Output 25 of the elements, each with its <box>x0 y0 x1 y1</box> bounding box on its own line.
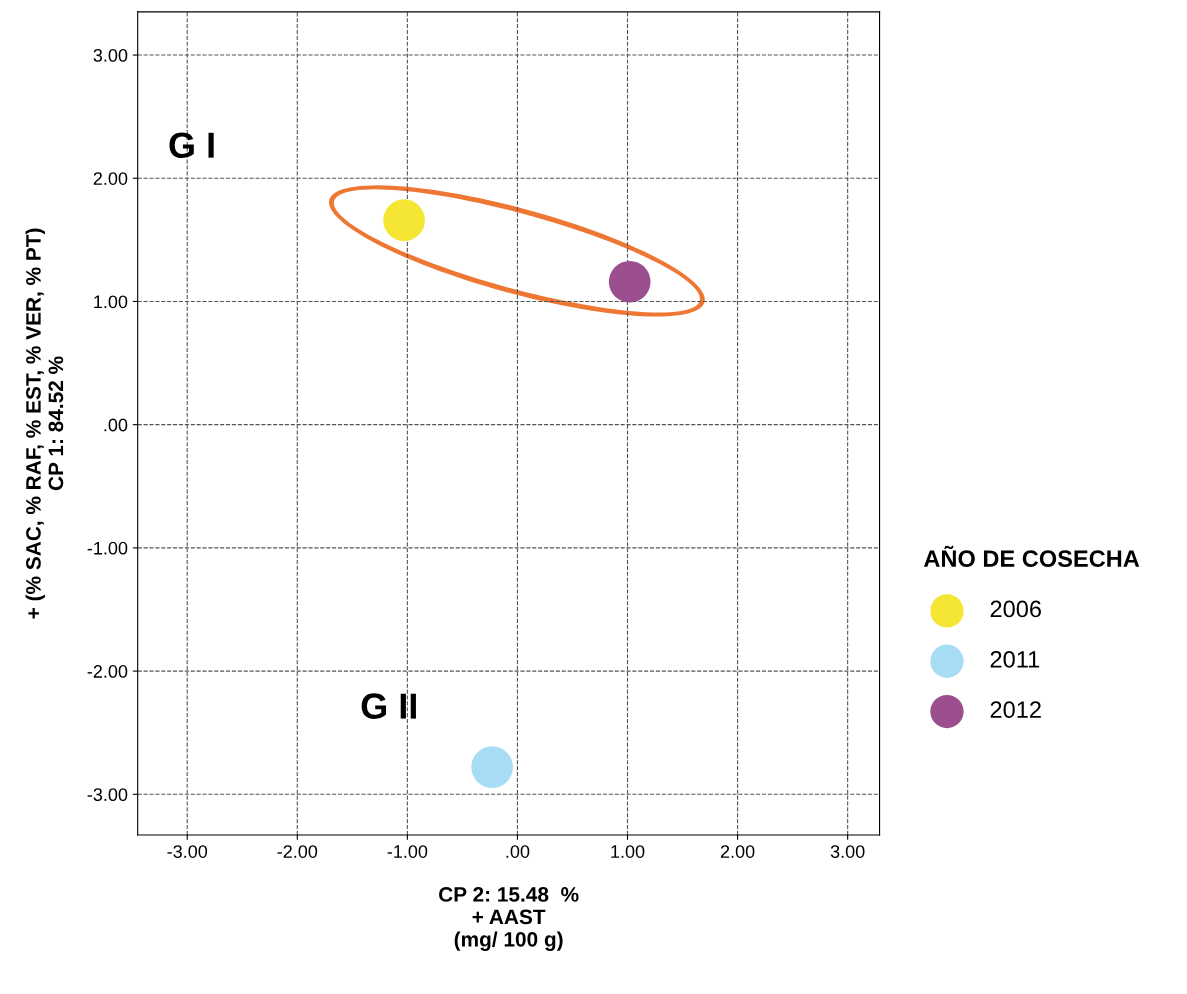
x-tick-label: 2.00 <box>720 845 755 858</box>
y-tick-label: 1.00 <box>94 295 128 309</box>
point <box>383 199 425 241</box>
x-tick-label: -2.00 <box>277 845 318 858</box>
x-tick-label: -3.00 <box>167 845 208 858</box>
point <box>608 260 651 303</box>
x-tick-label: 3.00 <box>830 845 865 858</box>
point <box>471 746 513 789</box>
y-tick-label: -1.00 <box>87 541 128 555</box>
x-axis-title: CP 2: 15.48 % + AAST (mg/ 100 g) <box>439 887 579 951</box>
x-tick-label: -1.00 <box>387 845 428 858</box>
y-tick-label: 2.00 <box>93 172 128 185</box>
y-axis-title: + (% SAC, % RAF, % EST, % VER, % PT) CP 1: 84.52 % <box>25 228 64 619</box>
y-tick-label: -3.00 <box>87 788 128 802</box>
y-tick-label: .00 <box>104 418 128 432</box>
x-tick-label: .00 <box>506 845 530 858</box>
x-tick-label: 1.00 <box>611 845 645 858</box>
legend-label: 2011 <box>990 650 1040 668</box>
legend-title: AÑO DE COSECHA <box>923 545 1140 567</box>
legend-label: 2012 <box>990 701 1041 719</box>
y-tick-label: -2.00 <box>87 665 128 678</box>
legend-label: 2006 <box>990 600 1041 618</box>
annotation: G I <box>169 132 214 159</box>
annotation: G II <box>361 693 416 719</box>
y-tick-label: 3.00 <box>93 48 128 62</box>
